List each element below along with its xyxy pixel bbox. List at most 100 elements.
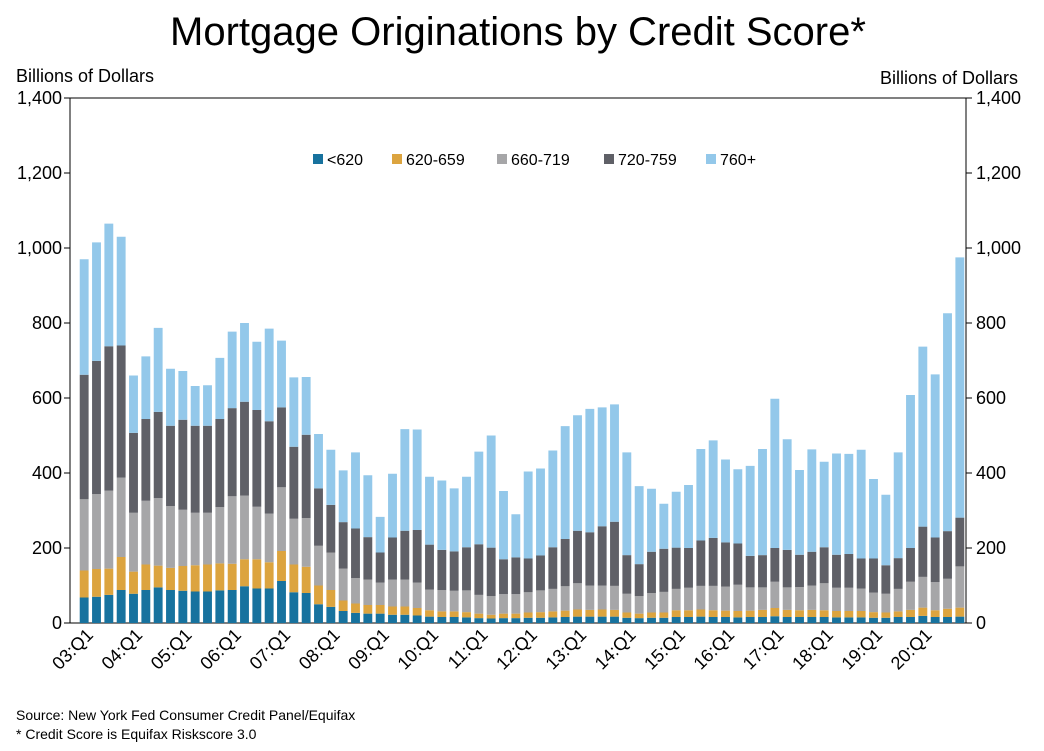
bar-segment-2-11-Q3 — [499, 594, 508, 614]
bar-segment-1-06-Q1 — [227, 563, 237, 590]
bar-segment-2-09-Q1 — [375, 582, 385, 605]
bar-segment-4-09-Q1 — [375, 516, 385, 553]
bar-segment-1-03-Q4 — [116, 557, 126, 590]
bar-segment-4-19-Q4 — [906, 395, 915, 548]
bar-segment-2-16-Q1 — [721, 586, 730, 611]
bar-segment-3-18-Q3 — [844, 554, 854, 588]
left-tick-label: 400 — [32, 463, 62, 483]
bar-segment-2-20-Q1 — [918, 576, 928, 608]
bar-segment-3-04-Q1 — [129, 432, 138, 513]
bar-segment-3-04-Q3 — [153, 411, 163, 499]
bar-segment-1-20-Q3 — [943, 608, 952, 617]
bar-segment-3-06-Q2 — [240, 401, 249, 496]
bar-segment-4-08-Q2 — [338, 470, 348, 523]
x-tick-label: 07:Q1 — [246, 625, 295, 674]
bar-segment-4-11-Q4 — [511, 514, 521, 558]
bar-segment-0-19-Q3 — [893, 617, 903, 623]
bar-segment-1-09-Q1 — [375, 605, 385, 614]
bar-segment-0-10-Q3 — [449, 617, 459, 623]
bar-segment-2-04-Q3 — [153, 498, 163, 566]
bar-segment-2-18-Q1 — [819, 583, 829, 611]
bar-segment-0-08-Q4 — [363, 613, 373, 624]
bar-segment-3-10-Q2 — [437, 549, 447, 591]
bar-segment-0-13-Q1 — [573, 616, 582, 624]
bar-segment-1-15-Q1 — [671, 610, 681, 617]
bar-segment-2-07-Q4 — [314, 545, 323, 586]
bar-segment-3-14-Q2 — [634, 564, 644, 597]
x-tick-label: 15:Q1 — [640, 625, 689, 674]
bar-segment-0-17-Q1 — [770, 616, 780, 623]
bar-segment-4-19-Q3 — [893, 452, 903, 559]
bar-segment-0-13-Q3 — [597, 616, 607, 624]
bar-segment-3-04-Q2 — [141, 419, 151, 501]
bar-segment-0-14-Q4 — [659, 617, 669, 623]
bar-segment-2-17-Q3 — [795, 587, 804, 611]
bar-segment-1-13-Q3 — [597, 609, 607, 617]
bar-segment-0-20-Q2 — [930, 617, 940, 623]
bar-segment-3-16-Q2 — [733, 543, 743, 585]
bar-segment-0-14-Q2 — [634, 618, 644, 624]
bar-segment-1-05-Q3 — [203, 564, 212, 592]
bar-segment-3-08-Q2 — [338, 522, 348, 569]
bar-segment-4-18-Q4 — [856, 449, 866, 559]
left-tick-label: 600 — [32, 388, 62, 408]
bar-segment-1-19-Q1 — [869, 612, 878, 618]
bar-segment-4-14-Q3 — [647, 488, 656, 552]
bar-segment-3-07-Q1 — [277, 407, 286, 488]
bar-segment-1-07-Q3 — [301, 566, 311, 593]
legend-label: 660-719 — [511, 152, 570, 169]
bar-segment-4-06-Q3 — [252, 341, 262, 410]
bar-segment-2-17-Q4 — [807, 585, 817, 610]
bar-segment-0-11-Q3 — [499, 618, 508, 624]
bar-segment-1-14-Q1 — [622, 612, 632, 618]
bar-segment-3-19-Q3 — [893, 558, 903, 589]
bar-segment-2-11-Q2 — [486, 596, 496, 615]
bar-segment-3-15-Q3 — [696, 540, 706, 586]
bar-segment-4-07-Q3 — [301, 377, 311, 435]
bar-segment-0-13-Q4 — [610, 616, 619, 624]
bar-segment-2-10-Q1 — [425, 589, 434, 611]
bar-segment-2-08-Q4 — [363, 579, 373, 605]
bar-segment-4-03-Q3 — [104, 223, 114, 347]
bar-segment-3-20-Q2 — [930, 537, 940, 583]
bar-segment-4-03-Q1 — [79, 259, 89, 375]
bar-segment-4-08-Q3 — [351, 452, 360, 529]
bar-segment-1-03-Q1 — [79, 570, 89, 598]
bar-segment-0-18-Q2 — [832, 617, 841, 624]
bar-segment-3-18-Q2 — [832, 554, 841, 588]
left-tick-label: 800 — [32, 313, 62, 333]
bar-segment-0-16-Q4 — [758, 617, 767, 623]
x-tick-label: 14:Q1 — [591, 625, 640, 674]
bar-segment-1-06-Q4 — [264, 562, 274, 589]
bar-segment-0-19-Q1 — [869, 617, 878, 623]
bar-segment-3-05-Q4 — [215, 419, 225, 508]
bar-segment-3-13-Q2 — [585, 532, 595, 586]
bar-segment-1-19-Q4 — [906, 609, 915, 618]
bar-segment-3-10-Q4 — [462, 547, 471, 591]
bar-segment-4-07-Q1 — [277, 340, 286, 408]
bar-segment-0-16-Q2 — [733, 617, 743, 624]
bar-segment-4-17-Q2 — [782, 439, 792, 550]
bar-segment-0-05-Q1 — [178, 590, 188, 623]
bar-segment-4-12-Q1 — [523, 471, 533, 559]
bar-segment-1-04-Q1 — [129, 571, 138, 594]
bar-segment-3-20-Q3 — [943, 531, 952, 579]
bar-segment-2-15-Q4 — [708, 585, 718, 611]
bar-segment-0-18-Q1 — [819, 617, 829, 623]
bar-segment-4-16-Q2 — [733, 469, 743, 544]
bar-segment-0-08-Q3 — [351, 612, 360, 624]
bar-segment-4-20-Q3 — [943, 313, 952, 532]
left-tick-label: 0 — [52, 613, 62, 633]
bar-segment-0-10-Q2 — [437, 617, 447, 623]
bar-segment-1-11-Q2 — [486, 614, 496, 619]
bar-segment-4-11-Q2 — [486, 435, 496, 548]
bar-segment-4-04-Q4 — [166, 368, 175, 426]
right-tick-label: 600 — [976, 388, 1006, 408]
bar-segment-0-17-Q3 — [795, 617, 804, 623]
bar-segment-1-08-Q2 — [338, 600, 348, 611]
bar-segment-1-14-Q3 — [647, 612, 656, 618]
bar-segment-1-08-Q4 — [363, 605, 373, 614]
bar-segment-4-13-Q3 — [597, 407, 607, 527]
bar-segment-0-17-Q4 — [807, 617, 817, 623]
